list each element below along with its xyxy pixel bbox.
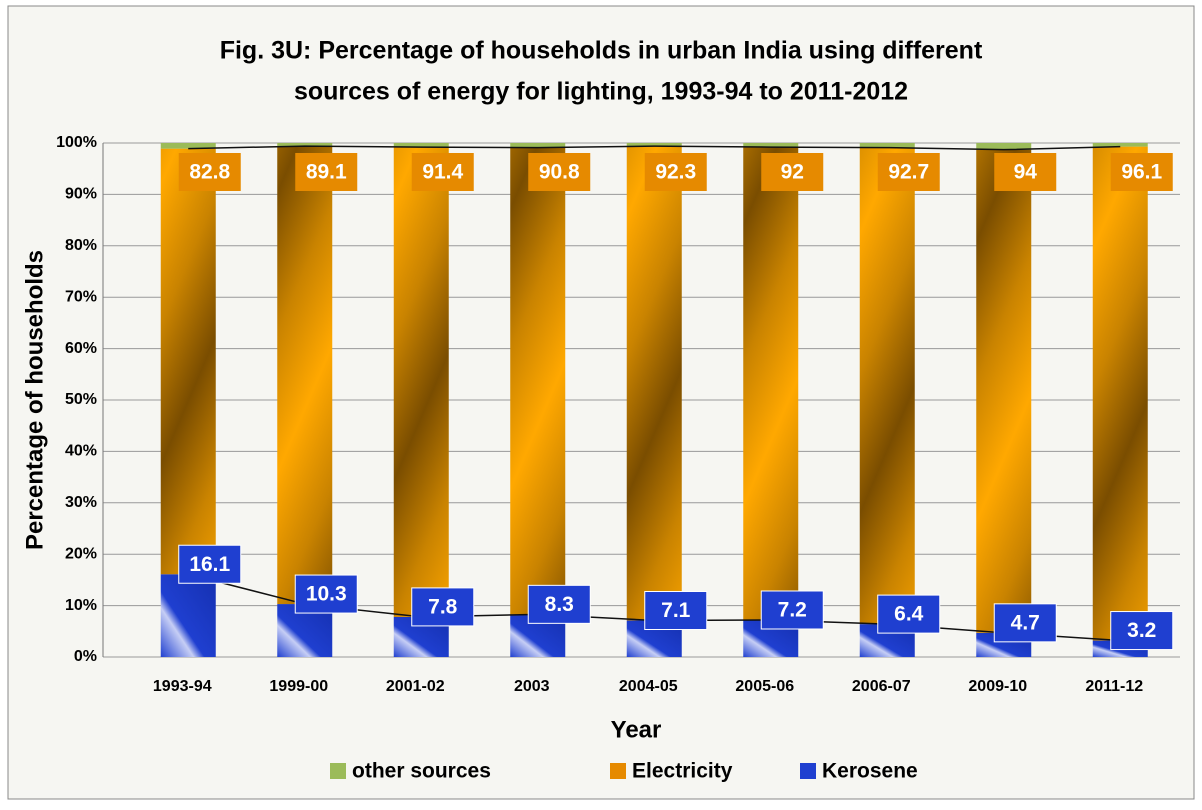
y-tick-label: 90%: [65, 186, 97, 203]
value-label: 92: [781, 161, 804, 184]
legend-label: Kerosene: [822, 760, 918, 783]
value-label-box: [295, 153, 358, 191]
value-label: 16.1: [189, 553, 230, 576]
value-label: 89.1: [306, 161, 347, 184]
value-label: 91.4: [422, 161, 463, 184]
bar-segment: [510, 147, 566, 615]
value-label: 7.2: [778, 599, 807, 622]
x-tick-label: 2003: [514, 678, 550, 695]
value-label-box: [411, 587, 475, 627]
value-label: 6.4: [894, 603, 924, 626]
y-tick-label: 50%: [65, 391, 97, 408]
value-label-box: [527, 584, 591, 624]
legend-label: Electricity: [632, 760, 733, 783]
y-tick-label: 70%: [65, 288, 97, 305]
value-label: 7.8: [428, 595, 458, 618]
value-label: 7.1: [661, 599, 691, 622]
bar-segment: [743, 143, 799, 148]
bar-segment: [160, 574, 216, 657]
value-label-box: [178, 153, 241, 191]
y-tick-label: 20%: [65, 545, 97, 562]
value-label-box: [994, 153, 1057, 191]
trend-line: [188, 145, 1121, 151]
bar-segment: [393, 147, 449, 617]
bar-segment: [976, 149, 1032, 633]
bar-segment: [510, 143, 566, 148]
x-tick-label: 1993-94: [153, 678, 212, 695]
bar-segment: [160, 148, 216, 575]
x-axis-title: Year: [611, 716, 662, 743]
bar-segment: [277, 146, 333, 605]
x-tick-label: 2004-05: [619, 678, 678, 695]
value-label: 3.2: [1127, 619, 1156, 642]
bar-segment: [277, 143, 333, 147]
bar-segment: [976, 143, 1032, 150]
x-tick-label: 1999-00: [269, 678, 328, 695]
legend-label: other sources: [352, 760, 491, 783]
value-label: 8.3: [545, 593, 574, 616]
value-label: 96.1: [1121, 161, 1162, 184]
value-label-box: [761, 153, 824, 191]
x-tick-label: 2005-06: [735, 678, 794, 695]
value-label: 10.3: [306, 583, 347, 606]
legend-swatch: [610, 763, 626, 779]
y-tick-label: 80%: [65, 237, 97, 254]
bar-segment: [160, 143, 216, 149]
value-label: 92.7: [888, 161, 929, 184]
chart-title: Fig. 3U: Percentage of households in urb…: [220, 37, 983, 65]
y-tick-label: 40%: [65, 443, 97, 460]
value-label-box: [877, 594, 941, 634]
bar-segment: [1092, 146, 1148, 641]
value-label-box: [1110, 611, 1174, 651]
value-label-box: [993, 603, 1057, 643]
value-label-box: [294, 574, 358, 614]
value-label-box: [1110, 153, 1173, 191]
value-label-box: [644, 591, 708, 631]
bar-segment: [743, 147, 799, 620]
y-axis-title: Percentage of households: [21, 250, 48, 550]
value-label: 90.8: [539, 161, 580, 184]
y-tick-label: 30%: [65, 494, 97, 511]
legend-swatch: [330, 763, 346, 779]
value-label-box: [644, 153, 707, 191]
bar-segment: [626, 146, 682, 621]
bar-segment: [393, 143, 449, 148]
x-tick-label: 2006-07: [852, 678, 911, 695]
value-label-box: [411, 153, 474, 191]
y-tick-label: 10%: [65, 597, 97, 614]
legend-swatch: [800, 763, 816, 779]
value-label-box: [178, 544, 242, 584]
bar-segment: [626, 143, 682, 147]
value-label: 82.8: [189, 161, 230, 184]
bar-segment: [859, 147, 915, 625]
value-label: 4.7: [1011, 611, 1040, 634]
x-tick-label: 2011-12: [1085, 678, 1143, 695]
bar-segment: [1092, 143, 1148, 147]
value-label: 92.3: [655, 161, 696, 184]
x-tick-label: 2009-10: [968, 678, 1027, 695]
y-tick-label: 0%: [74, 648, 97, 665]
chart-subtitle: sources of energy for lighting, 1993-94 …: [294, 78, 908, 106]
x-tick-label: 2001-02: [386, 678, 445, 695]
value-label: 94: [1014, 161, 1038, 184]
y-tick-label: 100%: [56, 134, 97, 151]
value-label-box: [760, 590, 824, 630]
value-label-box: [528, 153, 591, 191]
y-tick-label: 60%: [65, 340, 97, 357]
bar-segment: [859, 143, 915, 148]
value-label-box: [877, 153, 940, 191]
